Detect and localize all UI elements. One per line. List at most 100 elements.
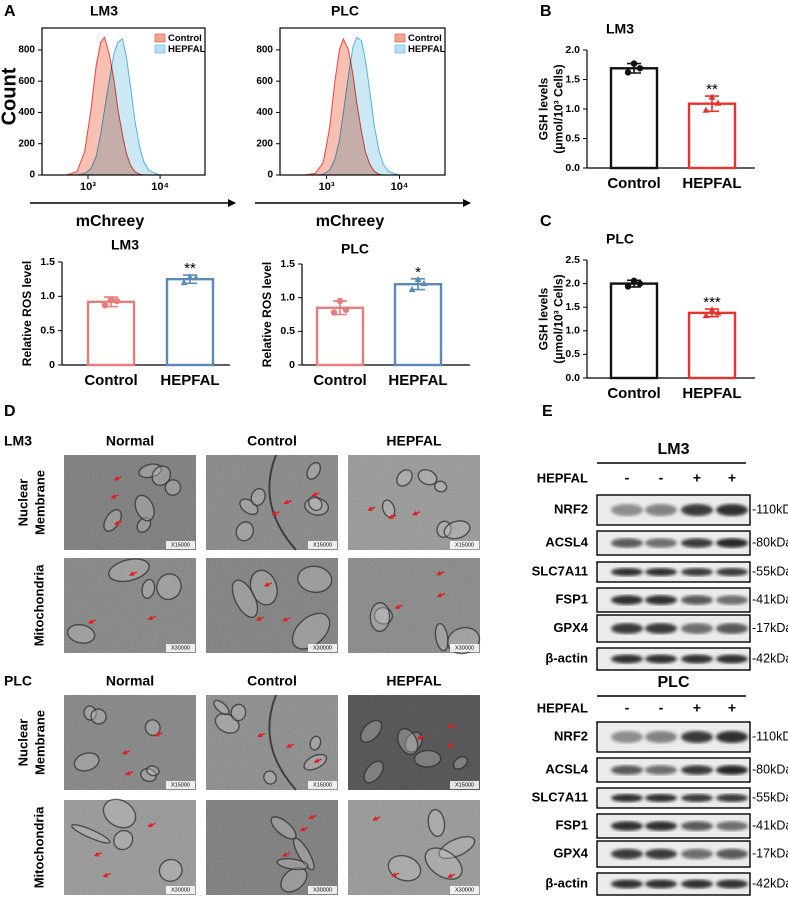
pointer-arrow xyxy=(121,749,131,755)
blot-band xyxy=(681,821,713,831)
magnification-label: X30000 xyxy=(455,646,474,652)
organelle xyxy=(66,623,96,644)
y-tick-label: 600 xyxy=(18,76,35,87)
protein-label: SLC7A11 xyxy=(532,789,588,804)
organelle xyxy=(427,808,446,838)
blot-band xyxy=(645,731,677,743)
legend-swatch xyxy=(154,44,166,54)
data-point xyxy=(702,312,710,319)
pointer-arrow xyxy=(113,476,122,481)
cell-line-label: PLC xyxy=(4,673,32,689)
blot-band xyxy=(716,538,748,548)
y-axis-label: Relative ROS level xyxy=(260,262,274,367)
kda-label: -41kDa xyxy=(752,818,788,832)
organelle xyxy=(213,699,230,716)
blot-band xyxy=(716,504,748,516)
y-axis-label: Relative ROS level xyxy=(20,261,34,366)
magnification-label: X15000 xyxy=(455,783,474,789)
organelle xyxy=(71,824,111,844)
organelle xyxy=(90,708,107,725)
magnification-label: X30000 xyxy=(171,646,190,652)
bar xyxy=(315,306,365,367)
bar xyxy=(609,282,659,380)
significance-label: ** xyxy=(706,81,718,98)
bar xyxy=(165,277,215,367)
y-axis-label: GSH levels xyxy=(537,287,551,350)
micrograph-texture xyxy=(64,455,196,550)
y-tick-label: 0.5 xyxy=(40,324,55,336)
protein-label: SLC7A11 xyxy=(532,563,588,578)
magnification-label: X15000 xyxy=(313,543,332,549)
pointer-arrow xyxy=(263,582,273,587)
column-header: Control xyxy=(247,673,297,689)
kda-label: -80kDa xyxy=(752,762,788,776)
data-point xyxy=(624,283,632,290)
organelle xyxy=(158,858,183,882)
blot-band xyxy=(681,568,713,576)
pointer-arrow xyxy=(93,851,103,857)
micrograph-texture xyxy=(206,558,338,653)
blot-band xyxy=(716,654,748,664)
data-point xyxy=(630,60,638,67)
pointer-arrow xyxy=(271,510,280,516)
y-tick-label: 0.5 xyxy=(565,132,580,144)
pointer-arrow xyxy=(255,616,265,621)
y-tick-label: 400 xyxy=(256,107,273,118)
organelle xyxy=(443,520,471,540)
pointer-arrow xyxy=(113,520,123,526)
y-tick-label: 1.0 xyxy=(280,291,295,303)
magnification-label: X30000 xyxy=(171,888,190,894)
chart-title: PLC xyxy=(331,3,359,19)
panel-label: B xyxy=(540,3,552,20)
pointer-arrow xyxy=(313,758,322,763)
scale-box xyxy=(166,541,195,549)
data-point xyxy=(192,274,200,281)
kda-label: -42kDa xyxy=(752,876,788,890)
data-point xyxy=(113,297,121,305)
cell-line-label: LM3 xyxy=(4,433,32,449)
legend-swatch xyxy=(394,33,406,43)
organelle xyxy=(141,578,156,600)
organelle xyxy=(373,606,394,625)
pointer-arrow xyxy=(367,506,376,511)
bar xyxy=(687,102,737,170)
x-tick-label: Control xyxy=(84,372,137,389)
magnification-label: X15000 xyxy=(171,783,190,789)
y-tick-label: 0 xyxy=(29,170,35,181)
data-point xyxy=(714,99,722,106)
legend-label: Control xyxy=(408,33,442,44)
lane-sign: + xyxy=(728,700,736,716)
y-tick-label: 2.5 xyxy=(565,254,580,266)
blot-band xyxy=(611,623,643,634)
magnification-label: X30000 xyxy=(313,888,332,894)
x-tick-label: 10³ xyxy=(80,181,96,193)
kda-label: -110kDa xyxy=(752,729,788,743)
organelle xyxy=(250,487,266,507)
blot-band xyxy=(645,538,677,548)
data-point xyxy=(336,297,344,305)
y-tick-label: 0 xyxy=(49,359,55,371)
blot-band xyxy=(611,848,643,860)
scale-box xyxy=(450,886,479,894)
blot-band xyxy=(611,504,643,516)
y-tick-label: 1.5 xyxy=(280,258,295,270)
data-point xyxy=(708,306,716,313)
organelle xyxy=(438,836,476,860)
organelle xyxy=(280,866,308,893)
significance-label: *** xyxy=(703,294,721,311)
chart-title: PLC xyxy=(606,231,634,247)
scale-box xyxy=(166,781,195,789)
row-label: Mitochondria xyxy=(31,806,46,888)
y-tick-label: 600 xyxy=(256,76,273,87)
blot-band xyxy=(645,504,677,516)
y-tick-label: 0.5 xyxy=(565,348,580,360)
organelle xyxy=(424,847,463,880)
kda-label: -41kDa xyxy=(752,592,788,606)
organelle xyxy=(73,752,100,772)
protein-label: β-actin xyxy=(545,875,588,890)
chart-title: LM3 xyxy=(111,237,139,253)
blot-band xyxy=(681,623,713,634)
density-area xyxy=(50,38,169,176)
magnification-label: X30000 xyxy=(313,646,332,652)
